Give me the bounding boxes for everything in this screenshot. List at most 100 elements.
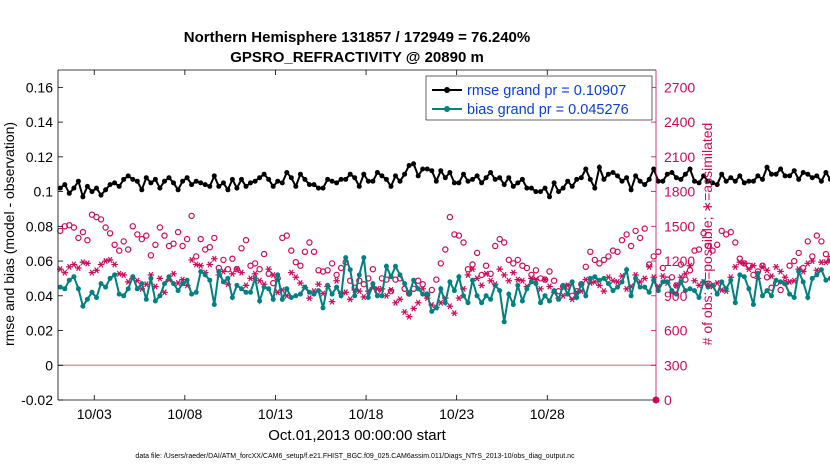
obs-assimilated-marker: [115, 270, 123, 277]
obs-possible-marker: [211, 234, 218, 242]
obs-assimilated-marker: [464, 271, 472, 279]
rmse-marker: [429, 168, 435, 174]
bias-marker: [306, 289, 312, 295]
rmse-marker: [261, 171, 267, 177]
rmse-marker: [818, 178, 824, 184]
obs-assimilated-marker: [645, 263, 653, 270]
obs-possible-marker: [152, 241, 159, 248]
obs-possible-marker: [111, 241, 118, 248]
bias-marker: [234, 282, 240, 288]
rmse-marker: [329, 178, 335, 184]
rmse-marker: [470, 176, 475, 182]
rmse-marker: [655, 178, 661, 184]
rmse-marker: [705, 178, 711, 184]
obs-possible-marker: [650, 253, 657, 260]
obs-possible-marker: [256, 266, 263, 273]
rmse-marker: [542, 185, 548, 191]
rmse-marker: [769, 171, 774, 177]
x-tick-label: 10/13: [258, 406, 293, 422]
obs-assimilated-marker: [541, 276, 549, 283]
obs-possible-marker: [641, 225, 648, 232]
obs-assimilated-marker: [546, 283, 553, 290]
rmse-marker: [71, 185, 77, 191]
obs-possible-marker: [337, 264, 345, 272]
bias-marker: [551, 288, 557, 294]
rmse-marker: [343, 176, 349, 182]
obs-assimilated-marker: [473, 275, 481, 282]
obs-possible-marker: [822, 250, 830, 258]
bias-marker: [343, 255, 349, 261]
bias-marker: [605, 281, 611, 287]
bias-marker: [461, 293, 466, 299]
rmse-marker: [175, 187, 181, 193]
rmse-marker: [207, 183, 213, 189]
obs-assimilated-marker: [251, 270, 259, 277]
bias-marker: [429, 308, 435, 314]
obs-possible-marker: [813, 232, 821, 239]
obs-possible-marker: [251, 260, 259, 267]
obs-possible-marker: [496, 235, 503, 243]
rmse-marker: [583, 166, 589, 172]
rmse-marker: [547, 194, 552, 200]
x-tick-label: 10/23: [439, 406, 474, 422]
obs-assimilated-marker: [772, 263, 780, 270]
obs-assimilated-marker: [346, 296, 354, 303]
rmse-marker: [356, 183, 362, 189]
rmse-marker: [483, 175, 489, 181]
obs-possible-marker: [192, 253, 200, 260]
bias-marker: [773, 277, 779, 283]
bias-marker: [411, 277, 417, 283]
rmse-marker: [569, 183, 575, 189]
obs-assimilated-marker: [505, 277, 513, 284]
obs-assimilated-marker: [759, 263, 766, 270]
obs-assimilated-marker: [170, 270, 177, 277]
obs-possible-marker: [297, 262, 304, 269]
bias-marker: [121, 293, 127, 299]
obs-assimilated-marker: [192, 261, 200, 268]
obs-possible-marker: [369, 266, 377, 273]
obs-possible-marker: [523, 264, 531, 272]
bias-marker: [796, 269, 802, 274]
bias-marker: [388, 274, 394, 280]
obs-assimilated-marker: [292, 274, 300, 281]
obs-possible-marker: [587, 248, 594, 255]
obs-assimilated-marker: [786, 278, 793, 286]
x-tick-label: 10/28: [530, 406, 565, 422]
obs-possible-marker: [428, 286, 435, 294]
rmse-marker: [574, 176, 580, 182]
obs-possible-marker: [143, 232, 150, 239]
obs-assimilated-marker: [288, 269, 295, 276]
obs-possible-marker: [106, 230, 114, 237]
bias-marker: [578, 281, 584, 287]
bias-marker: [800, 279, 806, 285]
bias-marker: [456, 274, 462, 280]
obs-assimilated-marker: [233, 266, 241, 273]
bias-marker: [175, 288, 181, 294]
obs-assimilated-marker: [188, 256, 195, 264]
bias-marker: [601, 275, 607, 281]
obs-assimilated-marker: [777, 268, 784, 275]
bias-marker: [465, 300, 471, 306]
obs-possible-marker: [614, 248, 621, 255]
rmse-marker: [682, 171, 688, 177]
bias-marker: [542, 293, 548, 299]
obs-assimilated-marker: [405, 313, 413, 320]
bias-marker: [483, 293, 489, 299]
bias-marker: [166, 274, 172, 280]
obs-possible-marker: [777, 286, 784, 294]
bias-marker: [139, 281, 145, 287]
bias-marker: [103, 284, 109, 290]
bias-marker: [243, 289, 249, 295]
obs-assimilated-marker: [478, 282, 485, 289]
rmse-marker: [678, 176, 684, 182]
bias-marker: [651, 277, 657, 283]
rmse-marker: [275, 178, 281, 184]
rmse-marker: [492, 176, 498, 182]
rmse-marker: [805, 171, 811, 177]
rmse-marker: [506, 175, 512, 181]
bias-marker: [157, 293, 163, 299]
obs-possible-marker: [260, 250, 268, 258]
rmse-marker: [488, 170, 494, 175]
bias-marker: [198, 269, 204, 274]
obs-possible-marker: [492, 242, 499, 250]
